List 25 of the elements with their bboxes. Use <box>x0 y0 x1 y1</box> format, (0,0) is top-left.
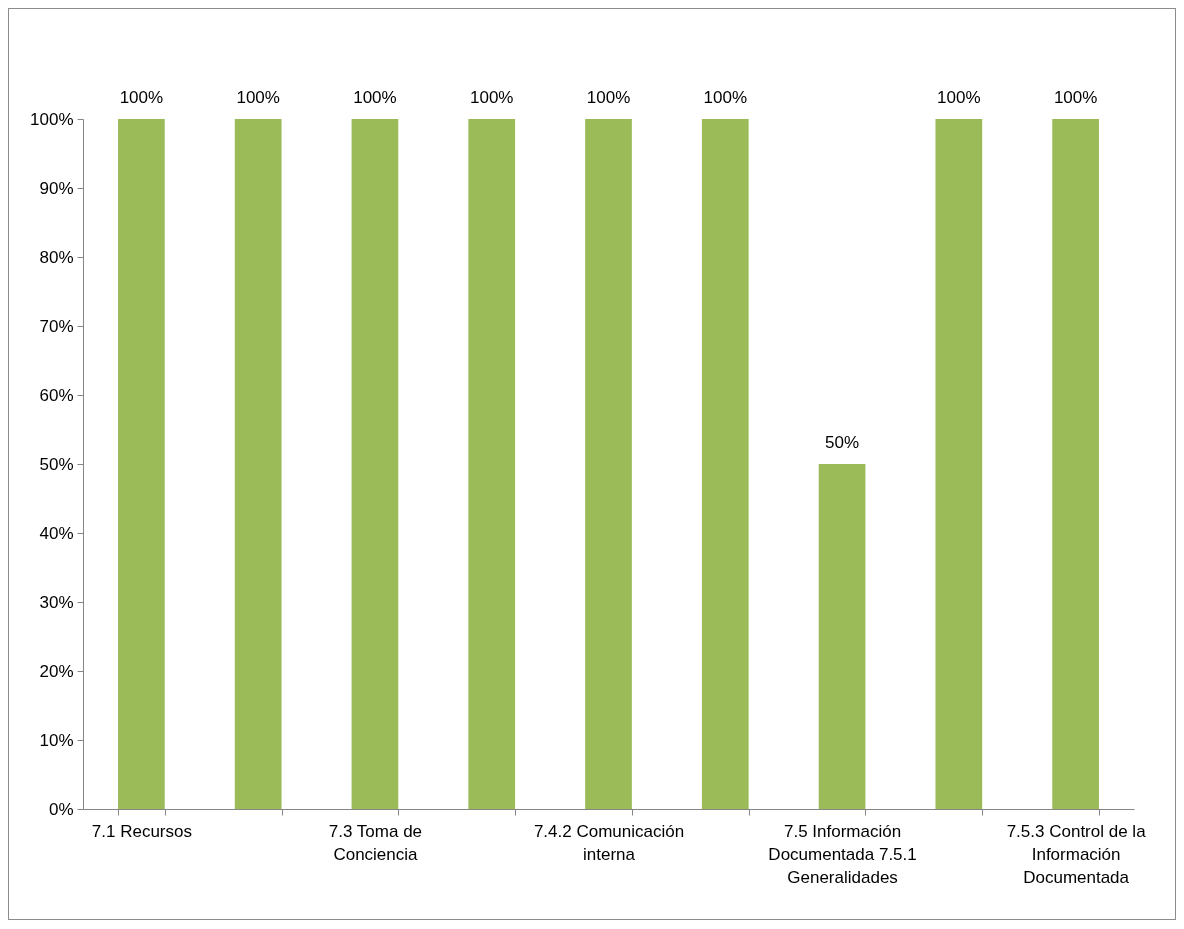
y-tick-label: 40% <box>39 523 74 543</box>
data-label: 100% <box>236 88 280 107</box>
y-tick-label: 10% <box>39 730 74 750</box>
data-label: 100% <box>586 88 631 107</box>
data-label: 100% <box>119 88 164 107</box>
x-tick-label: 7.5 Información Documentada 7.5.1 Generalidades <box>768 821 917 887</box>
data-label: 100% <box>1053 88 1098 107</box>
y-tick-label: 60% <box>39 385 74 405</box>
y-tick-label: 70% <box>39 316 74 336</box>
data-label: 50% <box>825 433 860 452</box>
x-tick-label: 7.4.2 Comunicación interna <box>533 821 685 864</box>
data-label: 100% <box>703 88 748 107</box>
y-tick-label: 80% <box>39 247 74 267</box>
x-tick-label: 7.5.3 Control de la Información Documentada <box>1006 821 1147 887</box>
data-label: 100% <box>469 88 514 107</box>
data-label: 100% <box>937 88 981 107</box>
y-tick-label: 0% <box>48 799 74 819</box>
data-label: 100% <box>353 88 397 107</box>
x-tick-label: 7.3 Toma de Conciencia <box>328 821 423 864</box>
x-tick-label: 7.1 Recursos <box>91 821 192 841</box>
y-tick-label: 50% <box>39 454 74 474</box>
y-tick-label: 30% <box>39 592 74 612</box>
y-tick-label: 90% <box>39 178 74 198</box>
y-tick-label: 100% <box>30 109 74 129</box>
y-tick-label: 20% <box>39 661 74 681</box>
